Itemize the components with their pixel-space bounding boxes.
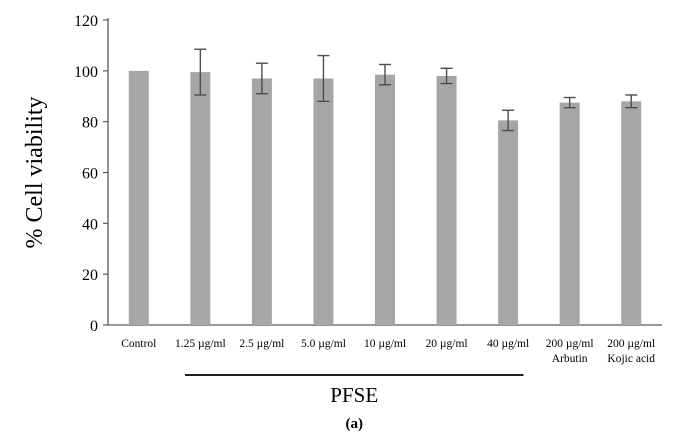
bar (190, 72, 211, 326)
y-tick-label: 60 (82, 166, 98, 183)
x-tick-label: 5.0 µg/ml (301, 338, 346, 350)
bar (621, 101, 642, 325)
x-tick-label: 200 µg/ml (546, 338, 594, 350)
x-tick-label: 200 µg/ml (607, 338, 655, 350)
bar (498, 120, 519, 325)
bar (436, 75, 457, 326)
bar (375, 74, 395, 325)
panel-label: (a) (345, 416, 363, 432)
x-tick-label: 20 µg/ml (426, 338, 468, 350)
x-tick-label: Kojic acid (607, 353, 655, 365)
y-tick-label: 100 (74, 64, 98, 81)
bar (559, 102, 580, 326)
bar (128, 70, 149, 325)
x-tick-label: Control (121, 338, 156, 350)
bar (251, 78, 272, 325)
chart-marks: 0 20 40 60 80 100 120 Control 1.25 µg/ml 2.5 µg/m… (74, 13, 662, 376)
x-tick-label: Arbutin (552, 353, 588, 365)
y-tick-label: 120 (74, 13, 98, 30)
y-axis-label: % Cell viability (22, 97, 48, 249)
x-tick-label: 1.25 µg/ml (175, 338, 226, 350)
x-tick-label: 10 µg/ml (364, 338, 406, 350)
y-tick-label: 80 (82, 115, 98, 132)
x-tick-label: 40 µg/ml (487, 338, 529, 350)
y-tick-label: 20 (82, 267, 98, 284)
group-label: PFSE (330, 383, 378, 407)
y-tick-label: 40 (82, 216, 98, 233)
bar (313, 78, 334, 325)
x-tick-label: 2.5 µg/ml (239, 338, 284, 350)
y-tick-label: 0 (90, 318, 98, 335)
